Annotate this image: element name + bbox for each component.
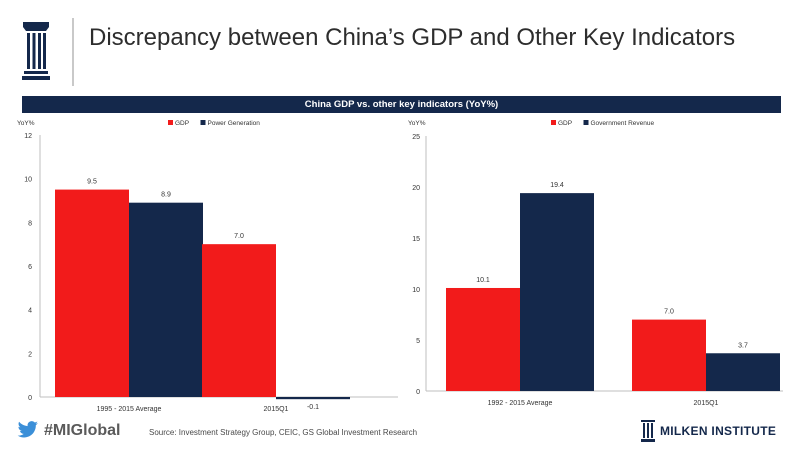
data-label: 7.0: [234, 233, 244, 240]
legend-swatch: [551, 120, 556, 125]
y-tick-label: 5: [416, 338, 420, 345]
data-label: 9.5: [87, 179, 97, 186]
data-label: 7.0: [664, 309, 674, 316]
bar-gdp: [446, 287, 520, 391]
milken-column-icon: [641, 420, 655, 442]
x-category-label: 2015Q1: [694, 400, 719, 407]
y-tick-label: 12: [24, 133, 32, 140]
data-label: 8.9: [161, 192, 171, 199]
y-axis-label: YoY%: [408, 120, 426, 127]
y-tick-label: 20: [412, 185, 420, 192]
legend-label: GDP: [175, 120, 189, 127]
twitter-bird-icon: [17, 421, 38, 438]
y-tick-label: 2: [28, 351, 32, 358]
y-tick-label: 4: [28, 308, 32, 315]
chart-header-text: China GDP vs. other key indicators (YoY%…: [304, 99, 499, 110]
bar-other: [129, 202, 203, 397]
x-category-label: 1995 - 2015 Average: [97, 406, 162, 413]
chart-header-bar: [22, 96, 781, 113]
legend-label: Power Generation: [208, 120, 261, 127]
brand-name: MILKEN INSTITUTE: [660, 424, 777, 438]
data-label: -0.1: [307, 404, 319, 411]
data-label: 10.1: [476, 277, 490, 284]
x-category-label: 1992 - 2015 Average: [488, 400, 553, 407]
data-label: 3.7: [738, 342, 748, 349]
y-tick-label: 0: [28, 395, 32, 402]
data-label: 19.4: [550, 182, 564, 189]
y-tick-label: 10: [24, 177, 32, 184]
y-tick-label: 15: [412, 236, 420, 243]
legend-swatch: [200, 120, 206, 125]
bar-other: [706, 353, 780, 391]
footer-hashtag: #MIGlobal: [44, 422, 121, 439]
footer-source: Source: Investment Strategy Group, CEIC,…: [149, 428, 418, 437]
slide-title: Discrepancy between China’s GDP and Othe…: [89, 24, 736, 51]
bar-gdp: [632, 319, 706, 391]
milken-column-icon: [22, 22, 50, 80]
y-tick-label: 6: [28, 264, 32, 271]
bar-gdp: [202, 244, 276, 397]
title-divider: [72, 18, 74, 86]
legend-label: Government Revenue: [591, 120, 655, 127]
x-category-label: 2015Q1: [264, 406, 289, 413]
y-tick-label: 8: [28, 220, 32, 227]
bar-other: [520, 193, 594, 391]
y-axis-label: YoY%: [17, 120, 35, 127]
y-tick-label: 25: [412, 134, 420, 141]
legend-swatch: [168, 120, 173, 125]
bar-gdp: [55, 189, 129, 397]
legend-swatch: [583, 120, 589, 125]
y-tick-label: 10: [412, 287, 420, 294]
y-tick-label: 0: [416, 389, 420, 396]
legend-label: GDP: [558, 120, 572, 127]
bar-other: [276, 397, 350, 400]
